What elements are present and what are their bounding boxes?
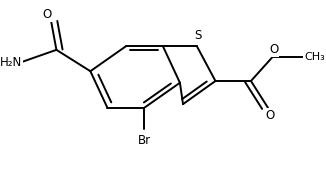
Text: O: O [266, 109, 275, 122]
Text: S: S [194, 29, 201, 42]
Text: O: O [43, 8, 52, 21]
Text: H₂N: H₂N [0, 56, 22, 69]
Text: CH₃: CH₃ [304, 52, 325, 62]
Text: O: O [269, 43, 278, 56]
Text: Br: Br [138, 134, 151, 147]
